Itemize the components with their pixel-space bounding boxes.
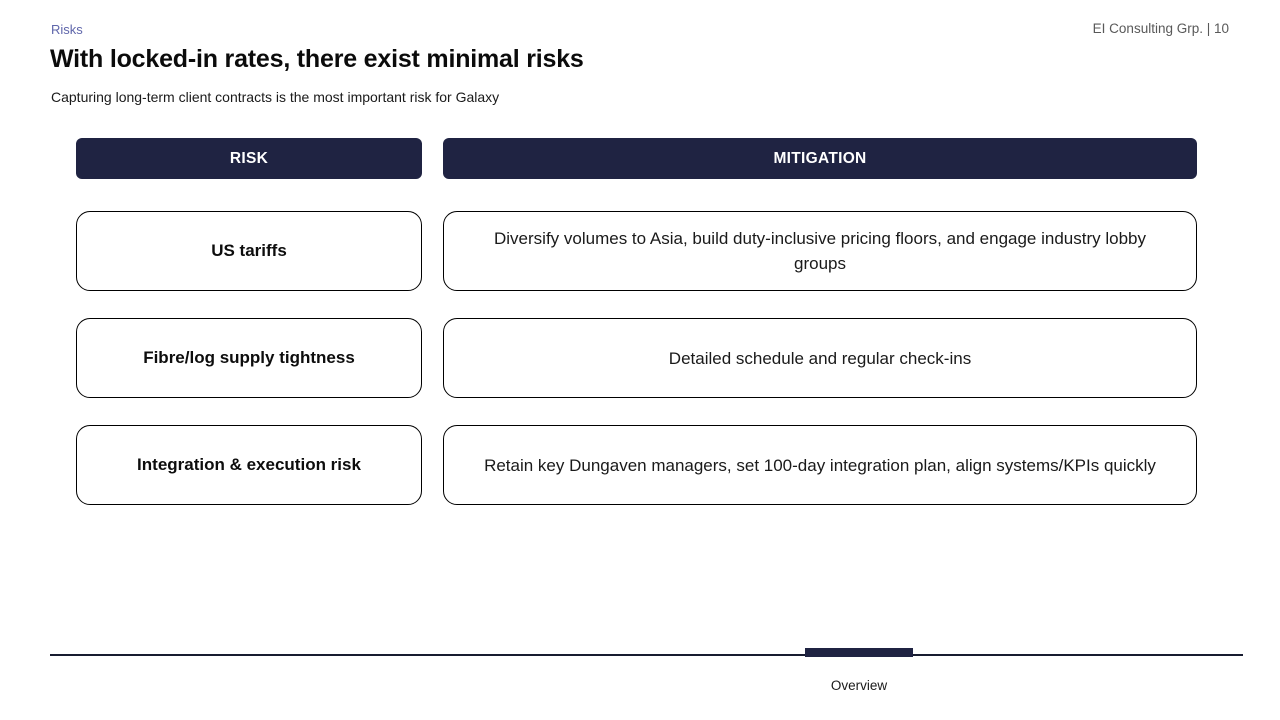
footer-section-marker	[805, 648, 913, 657]
risk-label: Integration & execution risk	[137, 455, 361, 474]
risk-box-integration-execution: Integration & execution risk	[76, 425, 422, 505]
mitigation-text: Detailed schedule and regular check-ins	[668, 348, 972, 368]
mitigation-text: Retain key Dungaven managers, set 100-da…	[484, 455, 1156, 475]
mitigation-text: Diversify volumes to Asia, build duty-in…	[494, 229, 1146, 273]
slide-meta: EI Consulting Grp. | 10	[1092, 21, 1229, 36]
mitigation-column-header: MITIGATION	[443, 138, 1197, 179]
slide-eyebrow: Risks	[51, 22, 83, 37]
footer-section-label: Overview	[830, 678, 888, 693]
footer-progress-line	[50, 654, 1243, 656]
mitigation-box-integration-execution: Retain key Dungaven managers, set 100-da…	[443, 425, 1197, 505]
risk-box-supply-tightness: Fibre/log supply tightness	[76, 318, 422, 398]
page-title: With locked-in rates, there exist minima…	[50, 45, 584, 73]
risk-label: Fibre/log supply tightness	[143, 348, 355, 367]
risk-box-us-tariffs: US tariffs	[76, 211, 422, 291]
slide-subtitle: Capturing long-term client contracts is …	[51, 89, 500, 105]
mitigation-box-us-tariffs: Diversify volumes to Asia, build duty-in…	[443, 211, 1197, 291]
risk-label: US tariffs	[211, 241, 287, 260]
risk-column-header-label: RISK	[229, 149, 269, 167]
mitigation-box-supply-tightness: Detailed schedule and regular check-ins	[443, 318, 1197, 398]
mitigation-column-header-label: MITIGATION	[773, 149, 867, 167]
risk-column-header: RISK	[76, 138, 422, 179]
